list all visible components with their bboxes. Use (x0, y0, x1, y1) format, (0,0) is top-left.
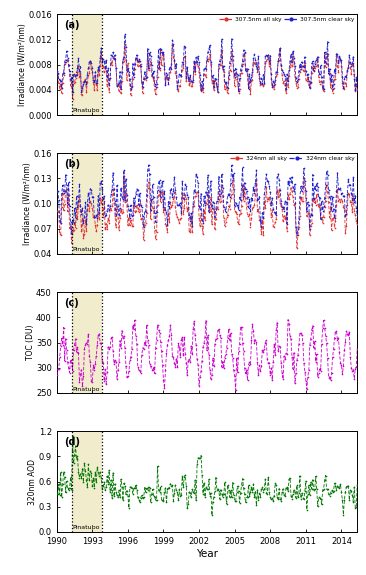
Text: Pinatubo: Pinatubo (73, 387, 100, 392)
Text: Pinatubo: Pinatubo (73, 247, 100, 252)
Text: Pinatubo: Pinatubo (73, 525, 100, 530)
Y-axis label: TOC (DU): TOC (DU) (26, 325, 35, 361)
Bar (72, 431, 102, 532)
Bar (72, 292, 102, 393)
Text: (c): (c) (64, 298, 79, 308)
Bar (72, 14, 102, 115)
Legend: 324nm all sky, 324nm clear sky: 324nm all sky, 324nm clear sky (229, 155, 355, 162)
Text: (a): (a) (64, 21, 80, 30)
Text: (b): (b) (64, 159, 81, 170)
X-axis label: Year: Year (196, 549, 218, 558)
Legend: 307.5nm all sky, 307.5nm clear sky: 307.5nm all sky, 307.5nm clear sky (218, 16, 355, 22)
Bar (72, 154, 102, 254)
Y-axis label: Irradiance (W/m²/nm): Irradiance (W/m²/nm) (23, 162, 32, 245)
Text: (d): (d) (64, 437, 80, 447)
Y-axis label: Irradiance (W/m²/nm): Irradiance (W/m²/nm) (18, 24, 27, 106)
Y-axis label: 320nm AOD: 320nm AOD (28, 458, 37, 504)
Text: Pinatubo: Pinatubo (73, 108, 100, 113)
